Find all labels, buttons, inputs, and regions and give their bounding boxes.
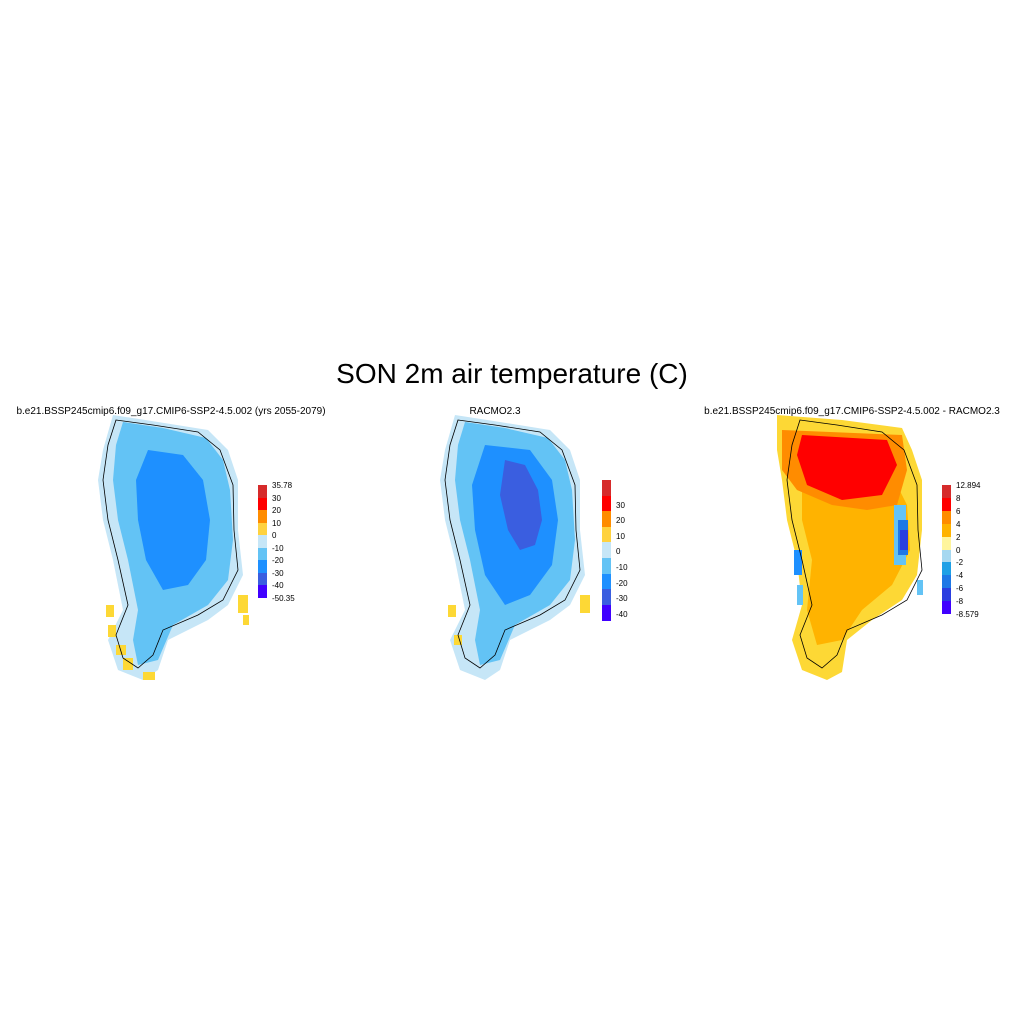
colorbar-label: -30 [616,594,628,604]
colorbar-box [942,485,951,499]
colorbar-racmo: 30 20 10 0 -10 -20 -30 -40 [602,480,672,621]
colorbar-box [258,497,267,511]
colorbar-label: -20 [272,556,284,565]
colorbar-label: -10 [272,543,284,553]
colorbar-label: -40 [272,581,284,590]
colorbar-label: 8 [956,493,961,503]
colorbar-label: 2 [956,532,961,542]
hot-region [797,435,897,500]
colorbar-label: 6 [956,506,961,516]
colorbar-box [602,511,611,528]
colorbar-label: 30 [616,500,625,510]
colorbar-label: -20 [616,578,628,588]
colorbar-box [602,573,611,590]
coastline [444,419,581,669]
colorbar-label: 0 [272,531,277,540]
colorbar-box [258,572,267,586]
colorbar-box [258,585,267,598]
colorbar-box [602,542,611,559]
colorbar-label: -8 [956,597,964,607]
colorbar-label: -6 [956,584,964,594]
coastline [102,419,239,669]
cold-anomaly-cells [794,505,923,605]
colorbar-box [258,485,267,498]
colorbar-box [942,536,951,550]
map-model-temperature [98,415,249,680]
colorbar-box [258,560,267,573]
core-region [500,460,542,550]
colorbar-box [942,601,951,615]
colorbar-box [258,535,267,548]
main-warm-region [802,470,910,645]
colorbar-box [942,562,951,576]
colorbar-label: 35.78 [272,481,293,490]
colorbar-box [942,575,951,589]
colorbar-label: 4 [956,519,961,529]
colorbar-box [942,588,951,602]
panel-title-difference: b.e21.BSSP245cmip6.f09_g17.CMIP6-SSP2-4.… [704,406,1000,417]
colorbar-difference: 12.894 8 6 4 2 0 -2 -4 -6 -8 -8.579 [942,481,1012,619]
greenland-field-racmo [440,415,590,680]
colorbar-box [602,558,611,575]
colorbar-box [942,497,951,512]
colorbar-box [942,510,951,525]
colorbar-box [258,547,267,561]
colorbar-model: 35.78 30 20 10 0 -10 -20 -30 -40 -50.35 [258,481,328,603]
colorbar-label: 20 [272,506,281,515]
colorbar-label: -8.579 [956,610,979,619]
colorbar-box [942,549,951,563]
colorbar-label: -30 [272,568,284,578]
colorbar-box [602,480,611,497]
colorbar-label: -40 [616,609,628,619]
greenland-field-difference [777,415,923,680]
colorbar-label: 30 [272,493,281,503]
colorbar-box [602,495,611,512]
coastal-warm-cells [106,595,249,680]
colorbar-box [258,522,267,536]
panel-title-racmo: RACMO2.3 [469,406,521,417]
coastline [786,419,923,669]
colorbar-box [602,604,611,621]
colorbar-box [602,589,611,606]
colorbar-box [602,526,611,543]
colorbar-label: -4 [956,571,964,581]
colorbar-label: 0 [616,547,621,557]
panel-title-model: b.e21.BSSP245cmip6.f09_g17.CMIP6-SSP2-4.… [16,406,326,417]
map-difference [777,415,923,680]
colorbar-box [258,510,267,523]
map-racmo-temperature [440,415,590,680]
colorbar-label: 0 [956,545,961,555]
colorbar-label: 10 [616,531,625,541]
colorbar-label: -50.35 [272,593,295,603]
colorbar-label: 20 [616,516,625,526]
colorbar-label: -2 [956,558,964,568]
figure-title: SON 2m air temperature (C) [336,358,688,389]
colorbar-box [942,523,951,538]
colorbar-label: 10 [272,518,281,528]
greenland-field-model [98,415,249,680]
colorbar-label: -10 [616,563,628,572]
colorbar-label: 12.894 [956,481,981,490]
coastal-warm-cells [448,595,590,645]
interior-region [136,450,210,590]
